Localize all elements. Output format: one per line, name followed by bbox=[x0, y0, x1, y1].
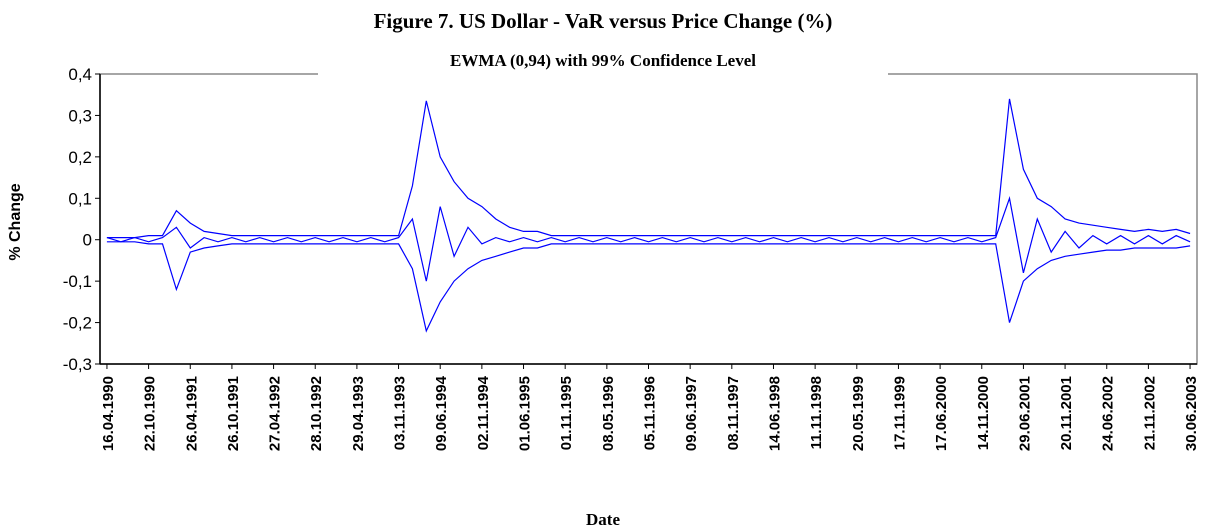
x-tick-label: 30.06.2003 bbox=[1183, 376, 1200, 451]
x-tick-label: 22.10.1990 bbox=[142, 376, 159, 451]
y-tick-label: -0,3 bbox=[63, 355, 92, 374]
series-line bbox=[106, 195, 1191, 282]
y-tick-label: -0,2 bbox=[63, 314, 92, 333]
x-tick-label: 11.11.1998 bbox=[808, 376, 825, 449]
x-tick-label: 27.04.1992 bbox=[267, 376, 284, 451]
x-tick-label: 08.11.1997 bbox=[725, 376, 742, 450]
chart-title: Figure 7. US Dollar - VaR versus Price C… bbox=[374, 9, 833, 33]
y-tick-label: 0,1 bbox=[68, 189, 92, 208]
series-line bbox=[106, 98, 1191, 239]
plot-frame bbox=[99, 73, 1198, 365]
series-line bbox=[106, 241, 1191, 333]
x-tick-label: 01.06.1995 bbox=[517, 376, 534, 451]
x-tick-label: 17.11.1999 bbox=[891, 376, 908, 450]
chart-subtitle: EWMA (0,94) with 99% Confidence Level bbox=[450, 51, 756, 70]
y-tick-label: 0 bbox=[83, 231, 92, 250]
x-tick-label: 20.05.1999 bbox=[850, 376, 867, 451]
x-tick-label: 29.04.1993 bbox=[350, 376, 367, 451]
x-tick-label: 29.06.2001 bbox=[1016, 376, 1033, 451]
x-tick-label: 08.05.1996 bbox=[600, 376, 617, 451]
x-tick-label: 26.10.1991 bbox=[225, 376, 242, 451]
y-tick-label: 0,4 bbox=[68, 65, 92, 84]
x-tick-label: 14.06.1998 bbox=[766, 376, 783, 451]
x-tick-label: 24.06.2002 bbox=[1100, 376, 1117, 451]
x-tick-label: 26.04.1991 bbox=[183, 376, 200, 451]
x-tick-label: 09.06.1997 bbox=[683, 376, 700, 451]
x-tick-label: 16.04.1990 bbox=[100, 376, 117, 451]
x-tick-label: 20.11.2001 bbox=[1058, 376, 1075, 450]
y-tick-label: 0,2 bbox=[68, 148, 92, 167]
x-tick-label: 28.10.1992 bbox=[308, 376, 325, 451]
x-tick-label: 03.11.1993 bbox=[392, 376, 409, 450]
x-tick-label: 02.11.1994 bbox=[475, 375, 492, 450]
x-tick-label: 05.11.1996 bbox=[642, 376, 659, 450]
x-axis-label: Date bbox=[586, 510, 620, 529]
x-tick-label: 01.11.1995 bbox=[558, 376, 575, 450]
x-tick-label: 21.11.2002 bbox=[1141, 376, 1158, 450]
y-axis-label: % Change bbox=[7, 183, 24, 260]
y-tick-label: 0,3 bbox=[68, 106, 92, 125]
x-tick-label: 17.06.2000 bbox=[933, 376, 950, 451]
subtitle-background bbox=[318, 46, 888, 78]
x-tick-label: 14.11.2000 bbox=[975, 376, 992, 450]
x-tick-label: 09.06.1994 bbox=[433, 375, 450, 451]
y-tick-label: -0,1 bbox=[63, 272, 92, 291]
